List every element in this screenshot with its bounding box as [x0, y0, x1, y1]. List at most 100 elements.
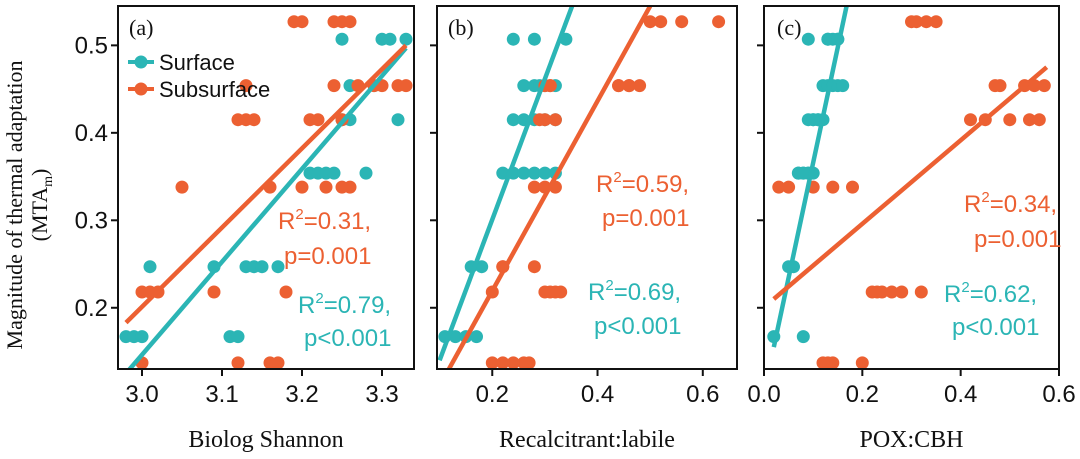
surface-point	[836, 79, 850, 93]
panel-c-surface-r2: R2=0.62,	[944, 279, 1037, 308]
panel-b: 0.2 0.4 0.6 (b) Recalcitrant:labile R2=0.5…	[430, 5, 738, 453]
surface-point	[383, 32, 397, 46]
surface-point	[448, 330, 462, 344]
subsurface-point	[1003, 113, 1017, 127]
panel-a: 3.0 3.1 3.2 3.3 (a) Biolog Shannon Surface …	[111, 5, 415, 453]
legend-subsurface-marker	[134, 82, 148, 96]
surface-point	[399, 32, 413, 46]
legend-surface-label: Surface	[159, 50, 235, 75]
surface-fit-line	[126, 46, 408, 369]
surface-point	[470, 330, 483, 344]
x-tick-label: 3.0	[125, 381, 158, 408]
subsurface-point	[522, 356, 536, 370]
panel-a-subsurface-p: p=0.001	[284, 243, 371, 270]
subsurface-point	[964, 113, 977, 127]
subsurface-point	[207, 285, 221, 299]
subsurface-point	[772, 180, 786, 194]
x-tick-label: 3.3	[365, 381, 398, 408]
subsurface-point	[319, 180, 333, 194]
subsurface-point	[855, 356, 869, 370]
subsurface-point	[914, 285, 928, 299]
subsurface-point	[327, 79, 341, 93]
panel-a-x-ticks: 3.0 3.1 3.2 3.3	[125, 369, 399, 408]
y-tick-labels: 0.2 0.3 0.4 0.5	[75, 32, 108, 321]
subsurface-point	[993, 79, 1007, 93]
subsurface-point	[895, 285, 909, 299]
subsurface-point	[1023, 113, 1036, 127]
subsurface-point	[239, 79, 253, 93]
subsurface-point	[633, 79, 647, 93]
surface-point	[231, 330, 245, 344]
subsurface-point	[175, 180, 189, 194]
subsurface-point	[399, 79, 413, 93]
surface-point	[517, 79, 531, 93]
panel-a-y-ticks	[111, 44, 118, 309]
surface-point	[821, 32, 835, 46]
subsurface-point	[826, 180, 840, 194]
x-tick-label: 0.6	[1042, 381, 1075, 408]
subsurface-point	[782, 180, 796, 194]
x-tick-label: 0.2	[846, 381, 879, 408]
panel-b-label: (b)	[448, 15, 474, 40]
y-tick-label: 0.4	[75, 120, 108, 147]
panel-c-fit-lines	[771, 6, 1049, 348]
surface-point	[327, 166, 341, 180]
surface-point	[335, 32, 349, 46]
surface-point	[806, 113, 820, 127]
subsurface-fit-line	[124, 43, 408, 325]
panel-b-surface-p: p<0.001	[594, 313, 681, 340]
legend-surface-marker	[134, 55, 148, 69]
panel-a-label: (a)	[129, 15, 153, 40]
surface-fit-line	[771, 6, 849, 348]
panel-a-fit-lines	[124, 43, 408, 369]
subsurface-point	[846, 180, 859, 194]
surface-point	[271, 260, 285, 274]
subsurface-point	[295, 180, 309, 194]
panel-b-points	[438, 15, 726, 370]
subsurface-point	[496, 356, 510, 370]
panel-b-x-axis-title: Recalcitrant:labile	[499, 427, 675, 453]
panel-a-surface-r2: R2=0.79,	[298, 290, 391, 319]
subsurface-point	[343, 180, 357, 194]
panel-c-subsurface-p: p=0.001	[974, 226, 1061, 253]
panel-a-subsurface-r2: R2=0.31,	[278, 206, 371, 235]
subsurface-point	[554, 285, 568, 299]
subsurface-point	[712, 15, 726, 29]
subsurface-point	[527, 260, 541, 274]
panel-a-frame	[117, 5, 415, 370]
subsurface-point	[231, 356, 245, 370]
subsurface-point	[543, 79, 557, 93]
panel-b-subsurface-p: p=0.001	[602, 205, 689, 232]
panel-b-fit-lines	[437, 6, 653, 369]
y-tick-label: 0.3	[75, 207, 108, 234]
panel-b-surface-r2: R2=0.69,	[588, 277, 681, 306]
subsurface-point	[675, 15, 689, 29]
surface-point	[391, 113, 405, 127]
subsurface-point	[919, 15, 933, 29]
subsurface-point	[643, 15, 657, 29]
surface-point	[527, 166, 541, 180]
subsurface-point	[343, 15, 357, 29]
x-tick-label: 0.0	[747, 381, 780, 408]
panel-b-y-ticks	[430, 44, 437, 309]
subsurface-point	[485, 356, 499, 370]
subsurface-point	[538, 113, 552, 127]
subsurface-point	[548, 113, 562, 127]
subsurface-point	[612, 79, 626, 93]
subsurface-point	[295, 15, 309, 29]
x-tick-label: 3.1	[205, 381, 238, 408]
panel-c-y-ticks	[757, 44, 764, 309]
subsurface-fit-line	[446, 6, 653, 369]
subsurface-point	[875, 285, 889, 299]
y-axis-title-line2: (MTAm)	[27, 169, 56, 242]
surface-point	[517, 166, 531, 180]
surface-point	[135, 330, 149, 344]
surface-point	[796, 330, 810, 344]
y-tick-label: 0.5	[75, 32, 108, 59]
panel-b-x-ticks: 0.2 0.4 0.6	[476, 369, 719, 408]
subsurface-point	[1032, 113, 1046, 127]
subsurface-point	[1037, 79, 1051, 93]
panel-c-subsurface-r2: R2=0.34,	[964, 189, 1057, 218]
subsurface-fit-line	[772, 65, 1049, 301]
